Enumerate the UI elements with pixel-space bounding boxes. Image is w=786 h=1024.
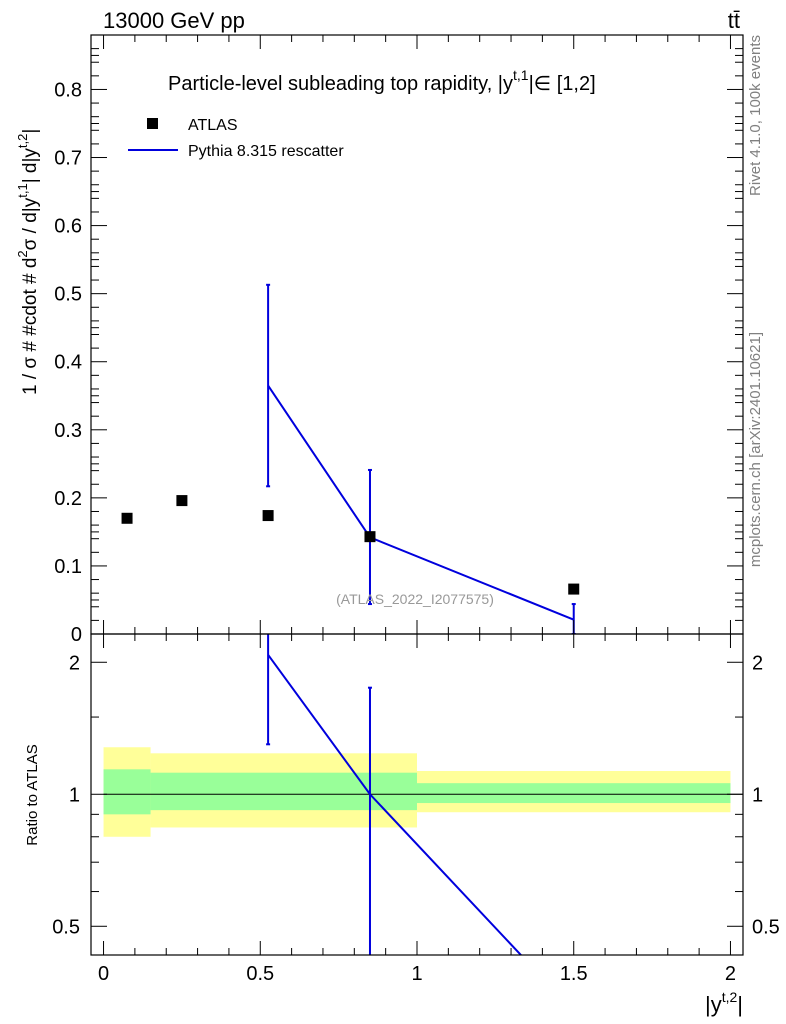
ratio-tick-label-right: 0.5 xyxy=(752,916,780,938)
legend-atlas-label: ATLAS xyxy=(188,117,238,134)
x-tick-label: 0.5 xyxy=(246,963,274,985)
x-axis-label: |yt,2| xyxy=(705,989,743,1017)
x-tick-label: 1.5 xyxy=(560,963,588,985)
y-axis-label: 1 / σ # #cdot # d2σ / d|yt,1| d|yt,2| xyxy=(15,129,41,395)
atlas-data-point xyxy=(121,512,133,524)
y-tick-label: 0.4 xyxy=(54,352,82,374)
y-tick-label: 0.3 xyxy=(54,420,82,442)
legend-mc-label: Pythia 8.315 rescatter xyxy=(188,143,344,160)
atlas-data-point xyxy=(176,495,188,507)
side-label-mcplots: mcplots.cern.ch [arXiv:2401.10621] xyxy=(747,332,764,567)
ratio-tick-label-right: 2 xyxy=(752,652,763,674)
atlas-data-point xyxy=(568,583,580,595)
legend: ATLAS Pythia 8.315 rescatter xyxy=(128,117,344,160)
watermark: (ATLAS_2022_I2077575) xyxy=(336,591,494,607)
y-tick-label: 0.2 xyxy=(54,488,82,510)
header-left: 13000 GeV pp xyxy=(103,8,245,33)
header-right: tt̄ xyxy=(728,8,740,33)
y-tick-label: 0.1 xyxy=(54,556,82,578)
axes: 0 0.5 1 1.5 2 0 0.1 0.2 0.3 0.4 0.5 0.6 0.7 0.8 0.5 0.5… xyxy=(52,35,780,985)
title-sup: t,1 xyxy=(513,67,529,83)
plot-title: Particle-level subleading top rapidity, … xyxy=(168,67,596,95)
legend-atlas-marker xyxy=(147,118,158,129)
ratio-tick-label-right: 1 xyxy=(752,784,763,806)
ratio-y-axis-label: Ratio to ATLAS xyxy=(24,744,41,845)
main-plot-area xyxy=(121,283,580,634)
title-main: Particle-level subleading top rapidity, … xyxy=(168,73,513,95)
atlas-data-point xyxy=(262,510,274,522)
ratio-band-inner xyxy=(150,772,418,811)
ratio-band-inner xyxy=(417,783,731,804)
x-tick-label: 0 xyxy=(98,963,109,985)
y-tick-label: 0.5 xyxy=(54,284,82,306)
ratio-mc-line xyxy=(267,654,523,955)
y-tick-label: 0 xyxy=(71,624,82,646)
ratio-plot-area xyxy=(103,634,743,955)
ratio-tick-label-left: 2 xyxy=(69,652,80,674)
y-tick-label: 0.6 xyxy=(54,216,82,238)
ratio-band-inner xyxy=(103,769,151,815)
x-tick-label: 2 xyxy=(725,963,736,985)
title-end: |∈ [1,2] xyxy=(529,73,596,95)
y-tick-label: 0.8 xyxy=(54,79,82,101)
x-tick-label: 1 xyxy=(411,963,422,985)
ratio-tick-label-left: 1 xyxy=(69,784,80,806)
y-tick-label: 0.7 xyxy=(54,148,82,170)
ratio-tick-label-left: 0.5 xyxy=(52,916,80,938)
side-label-rivet: Rivet 4.1.0, 100k events xyxy=(747,35,764,196)
mc-line xyxy=(267,384,575,621)
atlas-data-point xyxy=(364,531,376,543)
